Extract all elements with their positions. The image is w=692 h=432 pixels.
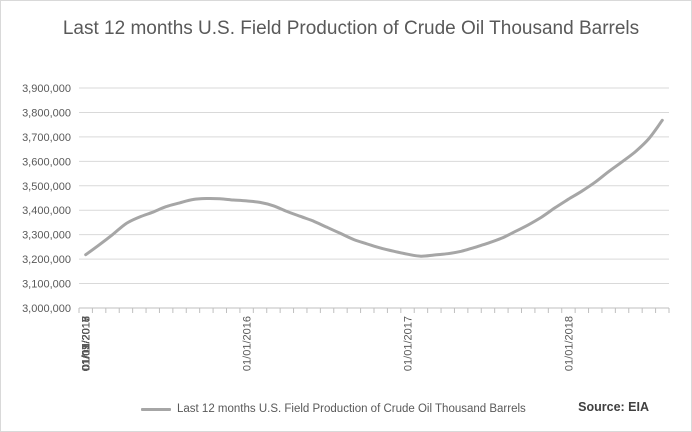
data-point [84, 253, 87, 256]
data-point [286, 210, 288, 213]
data-point [433, 254, 436, 256]
data-point [353, 238, 355, 241]
data-point [446, 252, 449, 255]
legend-label: Last 12 months U.S. Field Production of … [177, 403, 526, 415]
data-point [460, 250, 462, 253]
x-tick-label: 01/05/2017 [81, 316, 93, 371]
x-tick-label: 01/11/2017 [81, 316, 93, 370]
series-line [84, 118, 664, 258]
data-point [487, 242, 489, 245]
y-tick-label: 3,200,000 [22, 254, 71, 266]
x-tick-label: 01/07/2016 [81, 316, 93, 371]
x-tick-label: 01/05/2018 [81, 316, 93, 371]
data-point [312, 220, 315, 223]
data-point [607, 170, 610, 173]
data-point [540, 216, 543, 218]
x-tick-label: 01/03/2015 [81, 316, 93, 371]
data-point [259, 201, 261, 204]
legend: Last 12 months U.S. Field Production of … [141, 399, 526, 419]
data-point [661, 119, 664, 122]
data-point [393, 250, 395, 253]
x-tick-label: 01/11/2015 [81, 316, 93, 370]
x-tick-label: 01/09/2016 [81, 316, 93, 371]
data-point [567, 198, 570, 201]
x-tick-label: 01/01/2016 [242, 316, 254, 371]
x-tick-label: 01/05/2015 [81, 316, 93, 371]
data-point [272, 205, 275, 207]
y-tick-label: 3,300,000 [22, 230, 71, 242]
data-point [232, 199, 235, 201]
data-point [299, 215, 302, 218]
y-tick-label: 3,800,000 [22, 107, 71, 119]
x-tick-label: 01/11/2016 [81, 316, 93, 370]
source-note: Source: EIA [578, 400, 649, 414]
x-tick-label: 01/03/2016 [81, 316, 93, 371]
data-point [420, 255, 422, 257]
data-point [500, 237, 503, 240]
data-point [151, 211, 154, 213]
x-tick-label: 01/01/2018 [563, 316, 575, 371]
x-tick-label: 01/03/2017 [81, 316, 93, 371]
data-point [111, 233, 114, 236]
data-point [406, 253, 409, 256]
x-tick-label: 01/09/2015 [81, 316, 93, 371]
y-tick-label: 3,400,000 [22, 205, 71, 217]
data-point [594, 181, 597, 183]
x-tick-label: 01/07/2018 [81, 316, 93, 371]
data-point [339, 232, 342, 235]
x-tick-label: 01/07/2015 [81, 316, 93, 371]
x-tick-label: 01/01/2017 [403, 316, 415, 371]
data-point [165, 205, 167, 208]
data-point [366, 243, 369, 245]
data-point [621, 161, 623, 163]
data-point [178, 202, 181, 204]
data-point [205, 197, 208, 200]
data-point [138, 216, 141, 218]
legend-swatch [141, 407, 171, 411]
data-point [379, 247, 382, 249]
y-tick-label: 3,100,000 [22, 279, 71, 291]
y-tick-label: 3,000,000 [22, 303, 71, 315]
data-point [326, 226, 328, 229]
x-tick-label: 01/05/2016 [81, 316, 93, 371]
data-point [648, 137, 650, 140]
data-point [245, 200, 248, 202]
y-tick-label: 3,700,000 [22, 132, 71, 144]
data-point [98, 244, 100, 246]
data-point [125, 222, 127, 225]
data-point [581, 190, 583, 192]
data-point [554, 206, 556, 209]
data-point [473, 246, 476, 249]
y-tick-label: 3,900,000 [22, 83, 71, 95]
y-tick-label: 3,600,000 [22, 156, 71, 168]
data-point [192, 198, 194, 201]
data-point [218, 197, 221, 200]
chart-title: Last 12 months U.S. Field Production of … [62, 18, 640, 39]
x-tick-label: 01/07/2017 [81, 316, 93, 371]
data-point [527, 224, 530, 226]
x-tick-label: 01/01/2015 [81, 316, 93, 371]
data-point [513, 230, 516, 233]
x-tick-label: 01/03/2018 [81, 316, 93, 371]
x-tick-label: 01/09/2017 [81, 316, 93, 371]
data-point [634, 150, 637, 153]
y-tick-label: 3,500,000 [22, 181, 71, 193]
